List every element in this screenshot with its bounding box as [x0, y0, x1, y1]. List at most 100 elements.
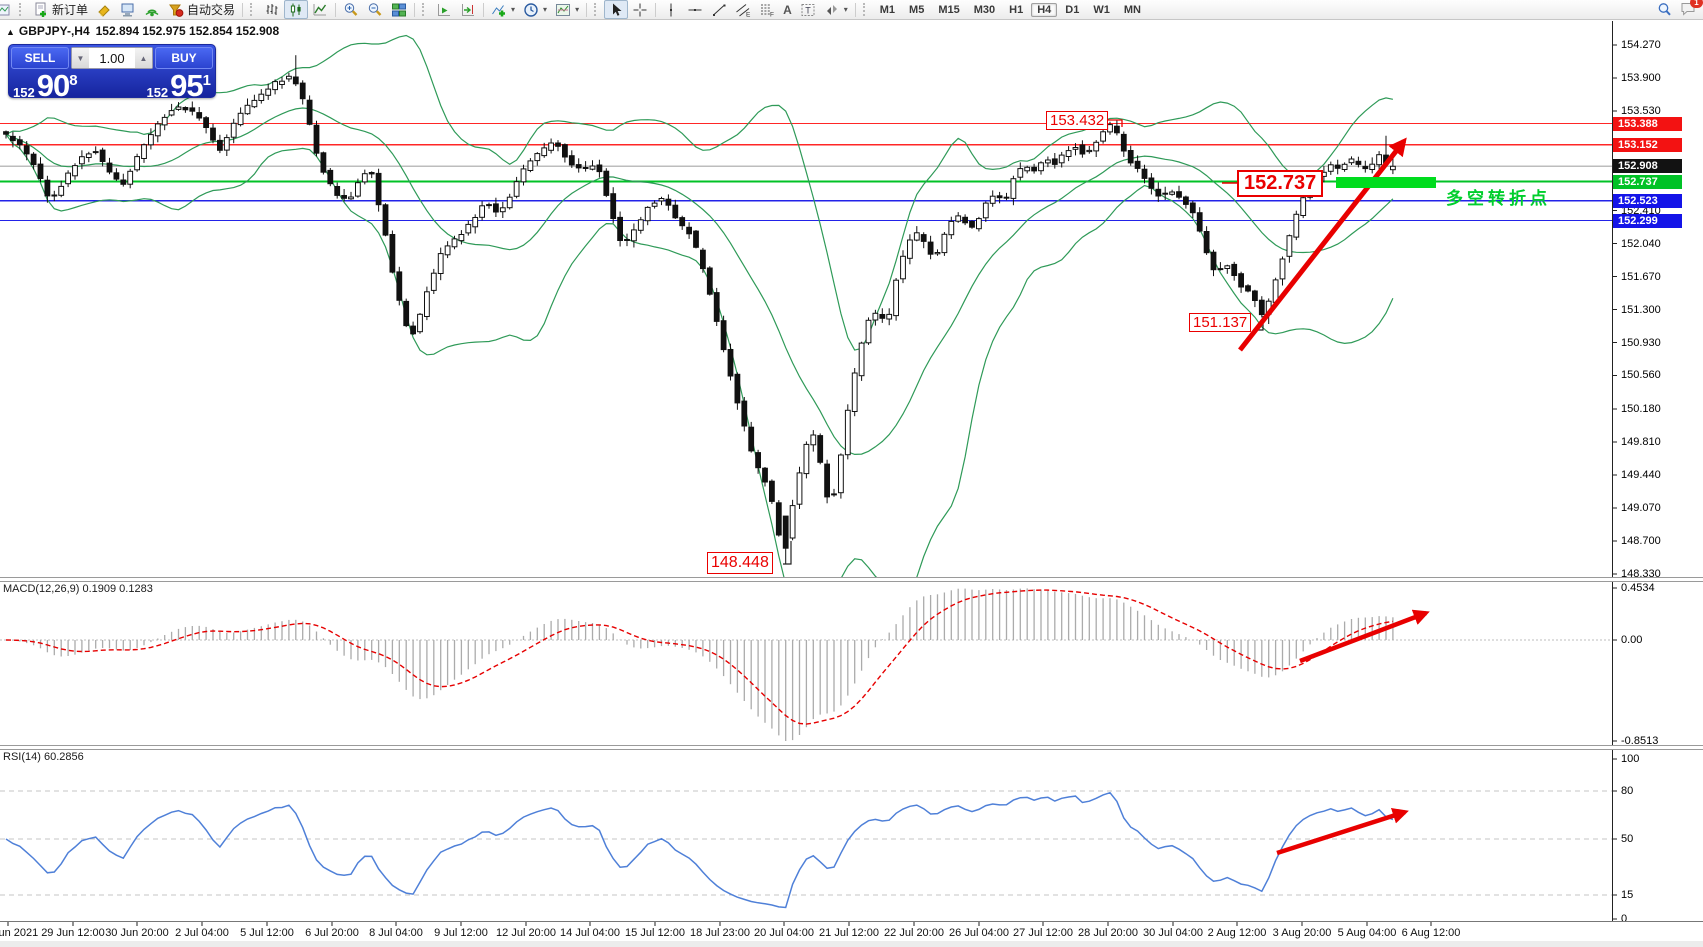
- price-label-153432[interactable]: 153.432: [1046, 111, 1109, 130]
- candle: [1341, 162, 1348, 172]
- fibonacci-tool-button[interactable]: F: [755, 0, 779, 19]
- candle: [1231, 261, 1238, 281]
- timeframe-M1[interactable]: M1: [879, 3, 896, 16]
- notifications-button[interactable]: 1: [1680, 0, 1703, 19]
- candle: [851, 368, 858, 417]
- pivot-note-text[interactable]: 多空转折点: [1446, 189, 1551, 208]
- tile-windows-button[interactable]: [387, 0, 411, 19]
- candle: [51, 190, 58, 202]
- candle: [251, 94, 258, 109]
- channel-tool-button[interactable]: E: [731, 0, 755, 19]
- candle: [865, 317, 872, 345]
- zoom-out-button[interactable]: [363, 0, 387, 19]
- candle: [1183, 195, 1189, 209]
- candle: [120, 173, 127, 187]
- candle: [189, 101, 196, 116]
- timeframe-M30[interactable]: M30: [973, 3, 996, 16]
- signal-icon: [145, 9, 159, 16]
- sell-button[interactable]: SELL: [11, 47, 69, 69]
- rsi-line: [5, 791, 1394, 909]
- candle: [810, 430, 817, 452]
- candle: [1010, 175, 1017, 206]
- candle: [1093, 140, 1100, 157]
- bollinger-lower-band: [5, 133, 1394, 577]
- candle: [562, 143, 568, 163]
- volume-decrease-button[interactable]: ▼: [72, 48, 89, 68]
- candle: [686, 222, 693, 239]
- toolbar-grip: [19, 3, 26, 16]
- candle: [996, 191, 1003, 204]
- candle: [1114, 119, 1120, 136]
- market-watch-button[interactable]: [0, 0, 15, 19]
- candle: [1051, 153, 1058, 169]
- panel-separator[interactable]: [0, 577, 1703, 582]
- volume-control: ▼ 1.00 ▲: [71, 47, 153, 69]
- candle: [1065, 146, 1072, 162]
- new-order-button[interactable]: 新订单: [29, 0, 92, 19]
- timeframe-M15[interactable]: M15: [938, 3, 960, 16]
- candle: [831, 488, 837, 497]
- timeframe-M5[interactable]: M5: [909, 3, 925, 16]
- candle: [458, 230, 465, 245]
- timeframe-H1[interactable]: H1: [1009, 3, 1024, 16]
- auto-trading-button[interactable]: 自动交易: [164, 0, 239, 19]
- candle: [589, 160, 596, 171]
- signals-button[interactable]: [140, 0, 164, 19]
- buy-button[interactable]: BUY: [155, 47, 213, 69]
- timeframe-W1[interactable]: W1: [1093, 3, 1110, 16]
- axis-frame: [7, 21, 1617, 926]
- candle: [631, 223, 637, 248]
- search-icon[interactable]: [1657, 2, 1672, 17]
- candle: [1024, 165, 1031, 174]
- pivot-highlight-bar[interactable]: [1336, 177, 1436, 188]
- candle: [886, 308, 893, 326]
- horizontal-line-icon: [688, 8, 702, 11]
- rsi-panel: [0, 790, 1612, 909]
- line-chart-button[interactable]: [308, 0, 332, 19]
- cursor-tool-button[interactable]: [604, 0, 629, 19]
- candle: [258, 89, 265, 104]
- timeframe-D1[interactable]: D1: [1065, 3, 1080, 16]
- candle: [210, 123, 216, 144]
- toolbar-separator: [414, 2, 416, 17]
- zoom-in-button[interactable]: [339, 0, 363, 19]
- periods-button[interactable]: ▾: [519, 0, 551, 19]
- arrows-tool-button[interactable]: ▾: [820, 0, 852, 19]
- trendline-tool-button[interactable]: [707, 0, 731, 19]
- price-label-152737[interactable]: 152.737: [1237, 170, 1324, 197]
- horizontal-line-tool-button[interactable]: [683, 0, 707, 19]
- candle: [127, 168, 134, 189]
- panel-separator[interactable]: [0, 745, 1703, 750]
- price-label-148448[interactable]: 148.448: [707, 552, 773, 574]
- text-label-icon: T: [801, 3, 815, 16]
- indicators-button[interactable]: ▾: [487, 0, 519, 19]
- auto-scroll-button[interactable]: [432, 0, 456, 19]
- volume-input[interactable]: 1.00: [99, 50, 125, 66]
- window-bottom-edge: [0, 941, 1703, 947]
- candle: [658, 196, 665, 206]
- candle: [817, 433, 824, 465]
- candle: [893, 278, 900, 321]
- timeframe-H4[interactable]: H4: [1031, 2, 1058, 17]
- candle: [430, 268, 437, 294]
- candle: [755, 449, 762, 474]
- volume-increase-button[interactable]: ▲: [135, 48, 152, 68]
- vertical-line-tool-button[interactable]: [659, 0, 683, 19]
- highlight-button[interactable]: [92, 0, 116, 19]
- chart-shift-icon: [462, 3, 475, 16]
- timeframe-MN[interactable]: MN: [1123, 3, 1141, 16]
- candle: [134, 153, 140, 172]
- templates-button[interactable]: ▾: [551, 0, 583, 19]
- terminal-button[interactable]: [116, 0, 140, 19]
- candle: [575, 158, 582, 173]
- candlestick-chart-button[interactable]: [284, 0, 309, 19]
- candle: [962, 214, 969, 226]
- bar-chart-button[interactable]: [260, 0, 284, 19]
- price-label-151137[interactable]: 151.137: [1189, 313, 1252, 332]
- candle: [1127, 145, 1134, 166]
- chart-shift-button[interactable]: [456, 0, 480, 19]
- text-tool-button[interactable]: A: [779, 0, 796, 19]
- crosshair-tool-button[interactable]: [628, 0, 652, 19]
- text-label-tool-button[interactable]: T: [796, 0, 820, 19]
